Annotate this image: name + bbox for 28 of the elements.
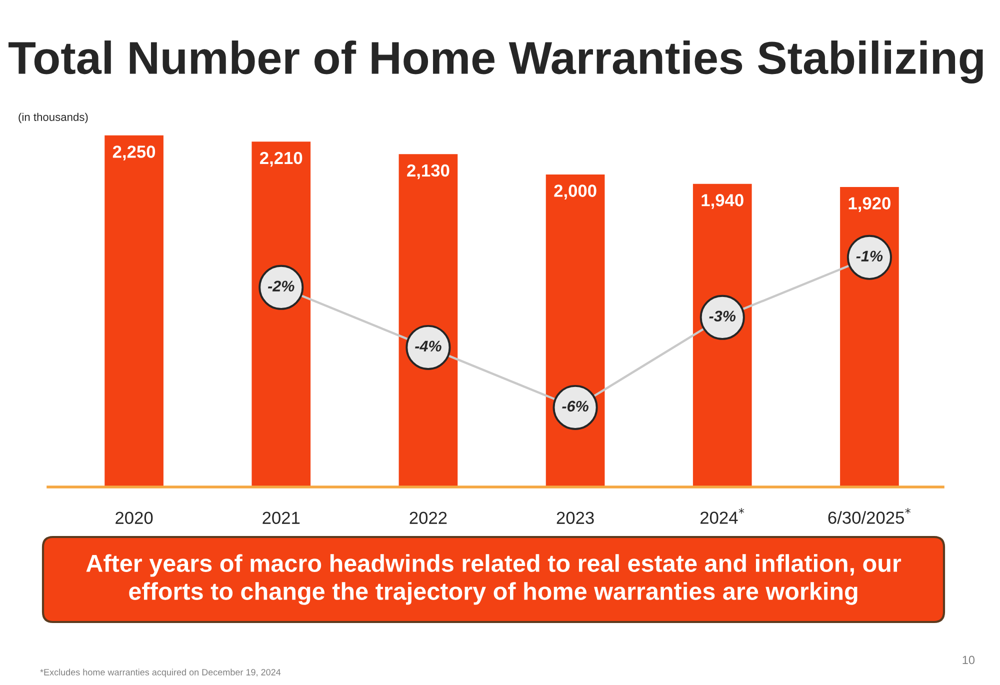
data-label: -4% <box>415 340 442 352</box>
data-label: 2,130 <box>407 164 450 180</box>
x-tick-label: 2020 <box>116 512 153 524</box>
text: *Excludes home warranties acquired on December 19, 2024 <box>40 668 281 678</box>
data-label: 2,000 <box>554 184 596 200</box>
x-tick-label: 2022 <box>410 512 447 524</box>
bar <box>252 142 311 488</box>
x-tick-label: 6/30/2025$^{*}$ <box>828 508 911 524</box>
bar <box>692 184 752 488</box>
data-label: 2,210 <box>260 152 302 167</box>
data-label: -1% <box>856 250 883 262</box>
text: 10 <box>962 656 975 664</box>
data-label: -6% <box>562 400 588 412</box>
bar <box>398 154 458 488</box>
bar <box>840 186 899 488</box>
x-tick-label: 2024$^{*}$ <box>700 508 744 524</box>
chart-subtitle: (in thousands) <box>18 112 88 124</box>
data-label: -3% <box>709 310 736 322</box>
bar <box>546 174 605 488</box>
data-label: 2,250 <box>112 146 156 160</box>
data-label: -2% <box>268 280 294 292</box>
x-tick-label: 2021 <box>262 512 300 524</box>
data-label: 1,920 <box>848 197 890 212</box>
data-label: 1,940 <box>702 194 744 209</box>
x-tick-label: 2023 <box>556 512 594 524</box>
text: After years of macro headwinds related to real estate and inflation, our efforts to change the trajectory of home warranties are working <box>86 554 902 605</box>
chart-title: Total Number of Home Warranties Stabilizing <box>8 40 983 84</box>
bar <box>104 135 164 488</box>
